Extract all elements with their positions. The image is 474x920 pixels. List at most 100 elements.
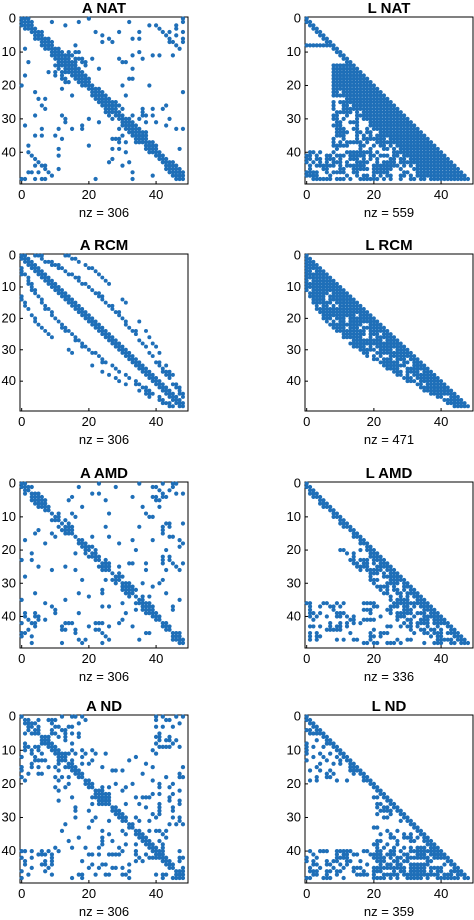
nonzero-marker: [418, 855, 424, 860]
nonzero-marker: [307, 848, 313, 854]
nonzero-marker: [49, 721, 55, 726]
nonzero-marker: [170, 160, 175, 165]
nonzero-marker: [110, 156, 115, 162]
nonzero-marker: [311, 731, 316, 736]
nonzero-marker: [338, 624, 343, 629]
nonzero-marker: [405, 815, 410, 820]
nonzero-marker: [324, 741, 329, 746]
nonzero-marker: [170, 534, 175, 539]
nonzero-marker: [137, 597, 142, 602]
nonzero-marker: [405, 170, 410, 175]
nonzero-marker: [395, 140, 400, 145]
nonzero-marker: [167, 624, 172, 629]
nonzero-marker: [69, 528, 75, 533]
nonzero-marker: [432, 382, 437, 387]
nonzero-marker: [29, 865, 34, 871]
nonzero-marker: [304, 481, 309, 486]
nonzero-marker: [331, 310, 336, 315]
nonzero-marker: [445, 872, 450, 877]
nonzero-marker: [123, 350, 128, 355]
nonzero-marker: [449, 627, 454, 632]
nonzero-marker: [435, 385, 440, 390]
nonzero-marker: [388, 832, 393, 837]
nonzero-marker: [422, 388, 427, 393]
nonzero-marker: [412, 372, 417, 377]
nonzero-marker: [170, 163, 175, 168]
nonzero-marker: [381, 347, 386, 352]
nonzero-marker: [375, 156, 380, 162]
nonzero-marker: [355, 344, 360, 349]
nonzero-marker: [361, 90, 366, 95]
nonzero-marker: [33, 156, 38, 162]
nonzero-marker: [177, 798, 182, 803]
nonzero-marker: [311, 872, 316, 877]
nonzero-marker: [160, 491, 165, 496]
nonzero-marker: [130, 584, 135, 589]
nonzero-marker: [368, 781, 373, 787]
nonzero-marker: [422, 176, 427, 182]
nonzero-marker: [33, 90, 38, 95]
nonzero-marker: [86, 778, 92, 783]
nonzero-marker: [449, 163, 454, 168]
nonzero-marker: [459, 869, 464, 874]
nonzero-marker: [96, 557, 102, 563]
nonzero-marker: [318, 150, 323, 155]
nonzero-marker: [408, 624, 413, 629]
nonzero-marker: [368, 106, 373, 111]
nonzero-marker: [344, 76, 350, 81]
nonzero-marker: [96, 90, 102, 95]
nonzero-marker: [80, 537, 85, 543]
nonzero-marker: [49, 518, 55, 523]
nonzero-marker: [328, 300, 333, 305]
nonzero-marker: [174, 875, 179, 881]
nonzero-marker: [170, 637, 175, 642]
nonzero-marker: [428, 865, 434, 871]
nonzero-marker: [177, 537, 182, 543]
nonzero-marker: [361, 341, 366, 346]
nonzero-marker: [338, 110, 343, 115]
nonzero-marker: [459, 401, 464, 406]
nonzero-marker: [117, 344, 122, 349]
nonzero-marker: [153, 143, 159, 148]
nonzero-marker: [368, 103, 373, 108]
nonzero-marker: [438, 163, 444, 168]
nonzero-marker: [127, 822, 132, 827]
nonzero-marker: [341, 335, 346, 340]
nonzero-marker: [130, 587, 135, 593]
y-tick-label: 30: [287, 111, 301, 126]
nonzero-marker: [167, 744, 172, 750]
nonzero-marker: [167, 524, 172, 529]
nonzero-marker: [308, 281, 313, 286]
y-tick-label: 40: [2, 608, 16, 623]
nonzero-marker: [432, 176, 437, 182]
nonzero-marker: [26, 143, 31, 148]
nonzero-marker: [338, 93, 343, 98]
nonzero-marker: [180, 90, 186, 95]
y-tick-label: 40: [287, 608, 301, 623]
nonzero-marker: [130, 176, 135, 182]
nonzero-marker: [56, 146, 61, 152]
nonzero-marker: [36, 528, 41, 533]
nonzero-marker: [80, 771, 85, 776]
nonzero-marker: [381, 153, 387, 158]
nonzero-marker: [378, 869, 383, 874]
nonzero-marker: [348, 140, 353, 145]
nonzero-marker: [371, 855, 377, 860]
nonzero-marker: [334, 744, 340, 750]
nonzero-marker: [402, 153, 407, 158]
nonzero-marker: [66, 69, 71, 75]
nonzero-marker: [22, 537, 28, 543]
nonzero-marker: [371, 170, 376, 175]
nonzero-marker: [459, 872, 464, 877]
x-tick-label: 40: [434, 414, 448, 429]
nonzero-marker: [100, 90, 105, 95]
nonzero-marker: [69, 531, 75, 536]
x-tick-label: 20: [367, 187, 381, 202]
nonzero-marker: [388, 335, 393, 340]
nonzero-marker: [351, 637, 356, 642]
nonzero-marker: [418, 601, 424, 606]
nonzero-marker: [401, 869, 407, 874]
nonzero-marker: [422, 143, 427, 148]
nonzero-marker: [19, 875, 24, 881]
nonzero-marker: [314, 300, 319, 305]
